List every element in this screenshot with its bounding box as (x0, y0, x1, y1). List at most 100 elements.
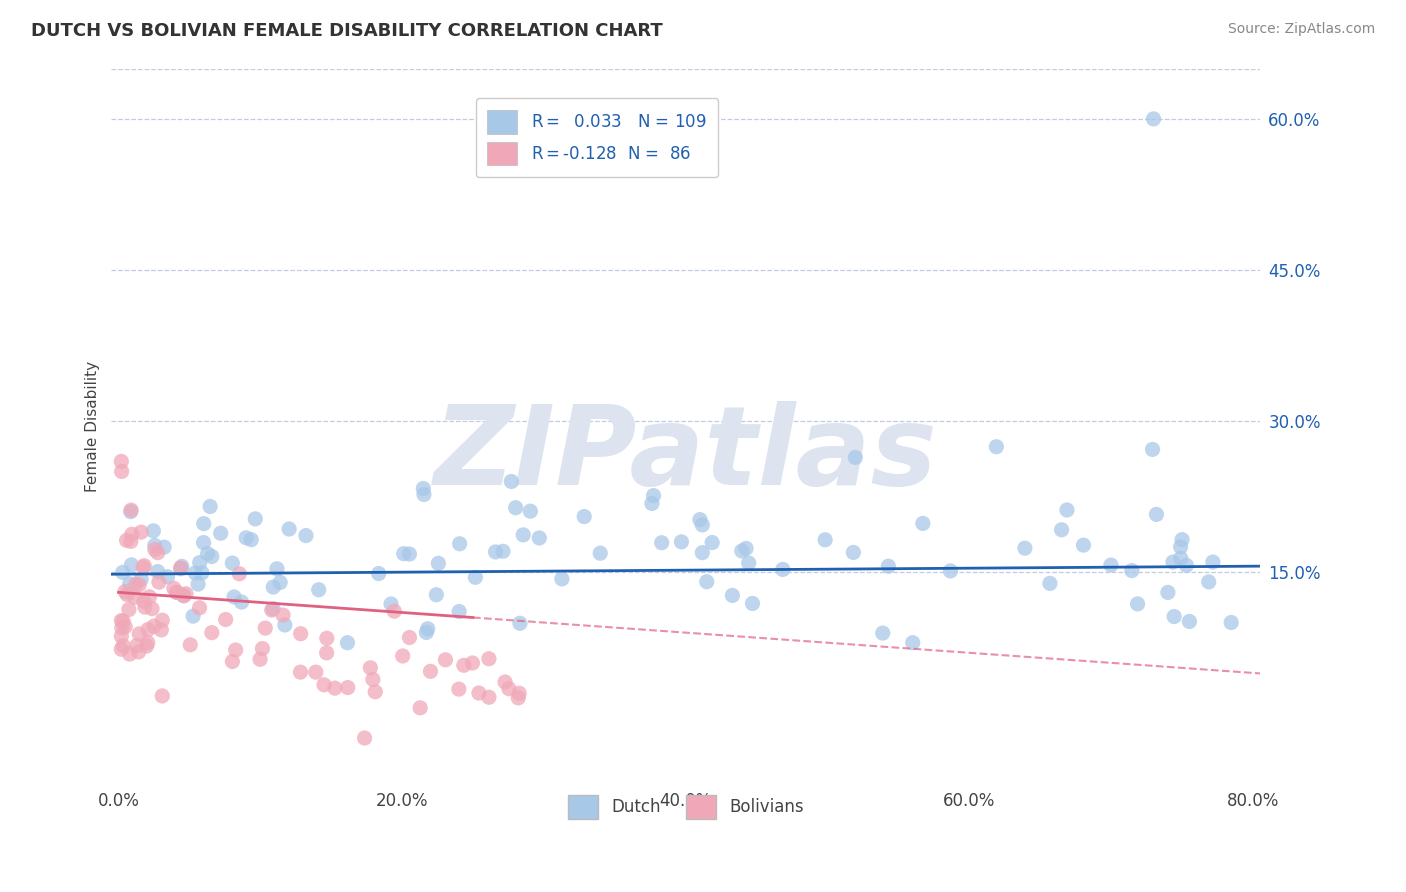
Point (150, 613, 173, 627)
Point (111, 621, 134, 635)
Point (696, 574, 718, 589)
Point (120, 534, 142, 549)
Point (231, 595, 253, 609)
Point (508, 690, 530, 705)
Text: ZIPatlas: ZIPatlas (434, 401, 938, 508)
Point (179, 638, 201, 652)
Point (290, 665, 312, 680)
Point (170, 559, 193, 574)
Point (498, 681, 520, 696)
Point (134, 600, 156, 615)
Point (508, 686, 530, 700)
Point (110, 614, 132, 628)
Point (434, 653, 457, 667)
Point (391, 648, 413, 663)
Point (419, 665, 441, 679)
Point (336, 636, 359, 650)
Point (315, 646, 337, 660)
Point (134, 558, 156, 573)
Point (519, 504, 541, 518)
Point (509, 616, 531, 631)
Point (741, 597, 763, 611)
Point (169, 561, 191, 575)
Point (115, 533, 138, 548)
Point (249, 652, 271, 666)
Point (512, 528, 534, 542)
Point (589, 546, 612, 560)
Point (492, 544, 515, 558)
Point (641, 496, 664, 510)
Point (188, 600, 211, 615)
Point (150, 689, 173, 703)
Point (193, 516, 215, 531)
Point (323, 681, 346, 695)
Point (312, 678, 335, 692)
Point (413, 487, 436, 501)
Point (1142, 442, 1164, 457)
Point (1202, 555, 1225, 569)
Point (132, 560, 155, 574)
Point (478, 690, 501, 705)
Point (170, 562, 193, 576)
Point (382, 604, 405, 618)
Point (737, 556, 759, 570)
Point (254, 621, 277, 635)
Point (427, 557, 450, 571)
Point (201, 549, 224, 564)
Point (1121, 564, 1143, 578)
Point (464, 570, 486, 584)
Point (110, 629, 132, 643)
Point (1014, 541, 1036, 556)
Point (574, 509, 596, 524)
Point (772, 562, 794, 576)
Point (529, 531, 551, 545)
Point (478, 652, 501, 666)
Point (221, 556, 243, 570)
Point (901, 636, 924, 650)
Point (143, 619, 166, 633)
Point (392, 547, 415, 561)
Point (274, 618, 297, 632)
Point (184, 566, 207, 580)
Point (129, 525, 152, 540)
Point (986, 440, 1008, 454)
Text: Source: ZipAtlas.com: Source: ZipAtlas.com (1227, 22, 1375, 37)
Point (1175, 558, 1198, 573)
Point (260, 603, 283, 617)
Point (380, 597, 402, 611)
Point (1056, 503, 1078, 517)
Point (361, 673, 384, 687)
Point (245, 512, 267, 526)
Point (143, 542, 166, 557)
Point (132, 594, 155, 608)
Point (262, 601, 284, 615)
Point (494, 675, 516, 690)
Point (367, 566, 389, 581)
Point (415, 625, 437, 640)
Point (449, 605, 471, 619)
Point (110, 642, 132, 657)
Point (111, 465, 134, 479)
Point (240, 533, 263, 547)
Point (1163, 609, 1185, 624)
Point (689, 513, 711, 527)
Point (188, 556, 211, 570)
Point (453, 658, 475, 673)
Point (425, 588, 447, 602)
Point (1144, 508, 1167, 522)
Point (187, 577, 209, 591)
Point (118, 602, 141, 616)
Point (174, 587, 197, 601)
Y-axis label: Female Disability: Female Disability (86, 360, 100, 491)
Point (1170, 551, 1192, 566)
Point (136, 623, 159, 637)
Point (447, 682, 470, 697)
Point (484, 545, 506, 559)
Point (128, 627, 150, 641)
Point (651, 535, 673, 549)
Point (124, 591, 146, 605)
Point (173, 589, 195, 603)
Point (364, 685, 387, 699)
Point (1171, 533, 1194, 547)
Point (146, 565, 169, 579)
